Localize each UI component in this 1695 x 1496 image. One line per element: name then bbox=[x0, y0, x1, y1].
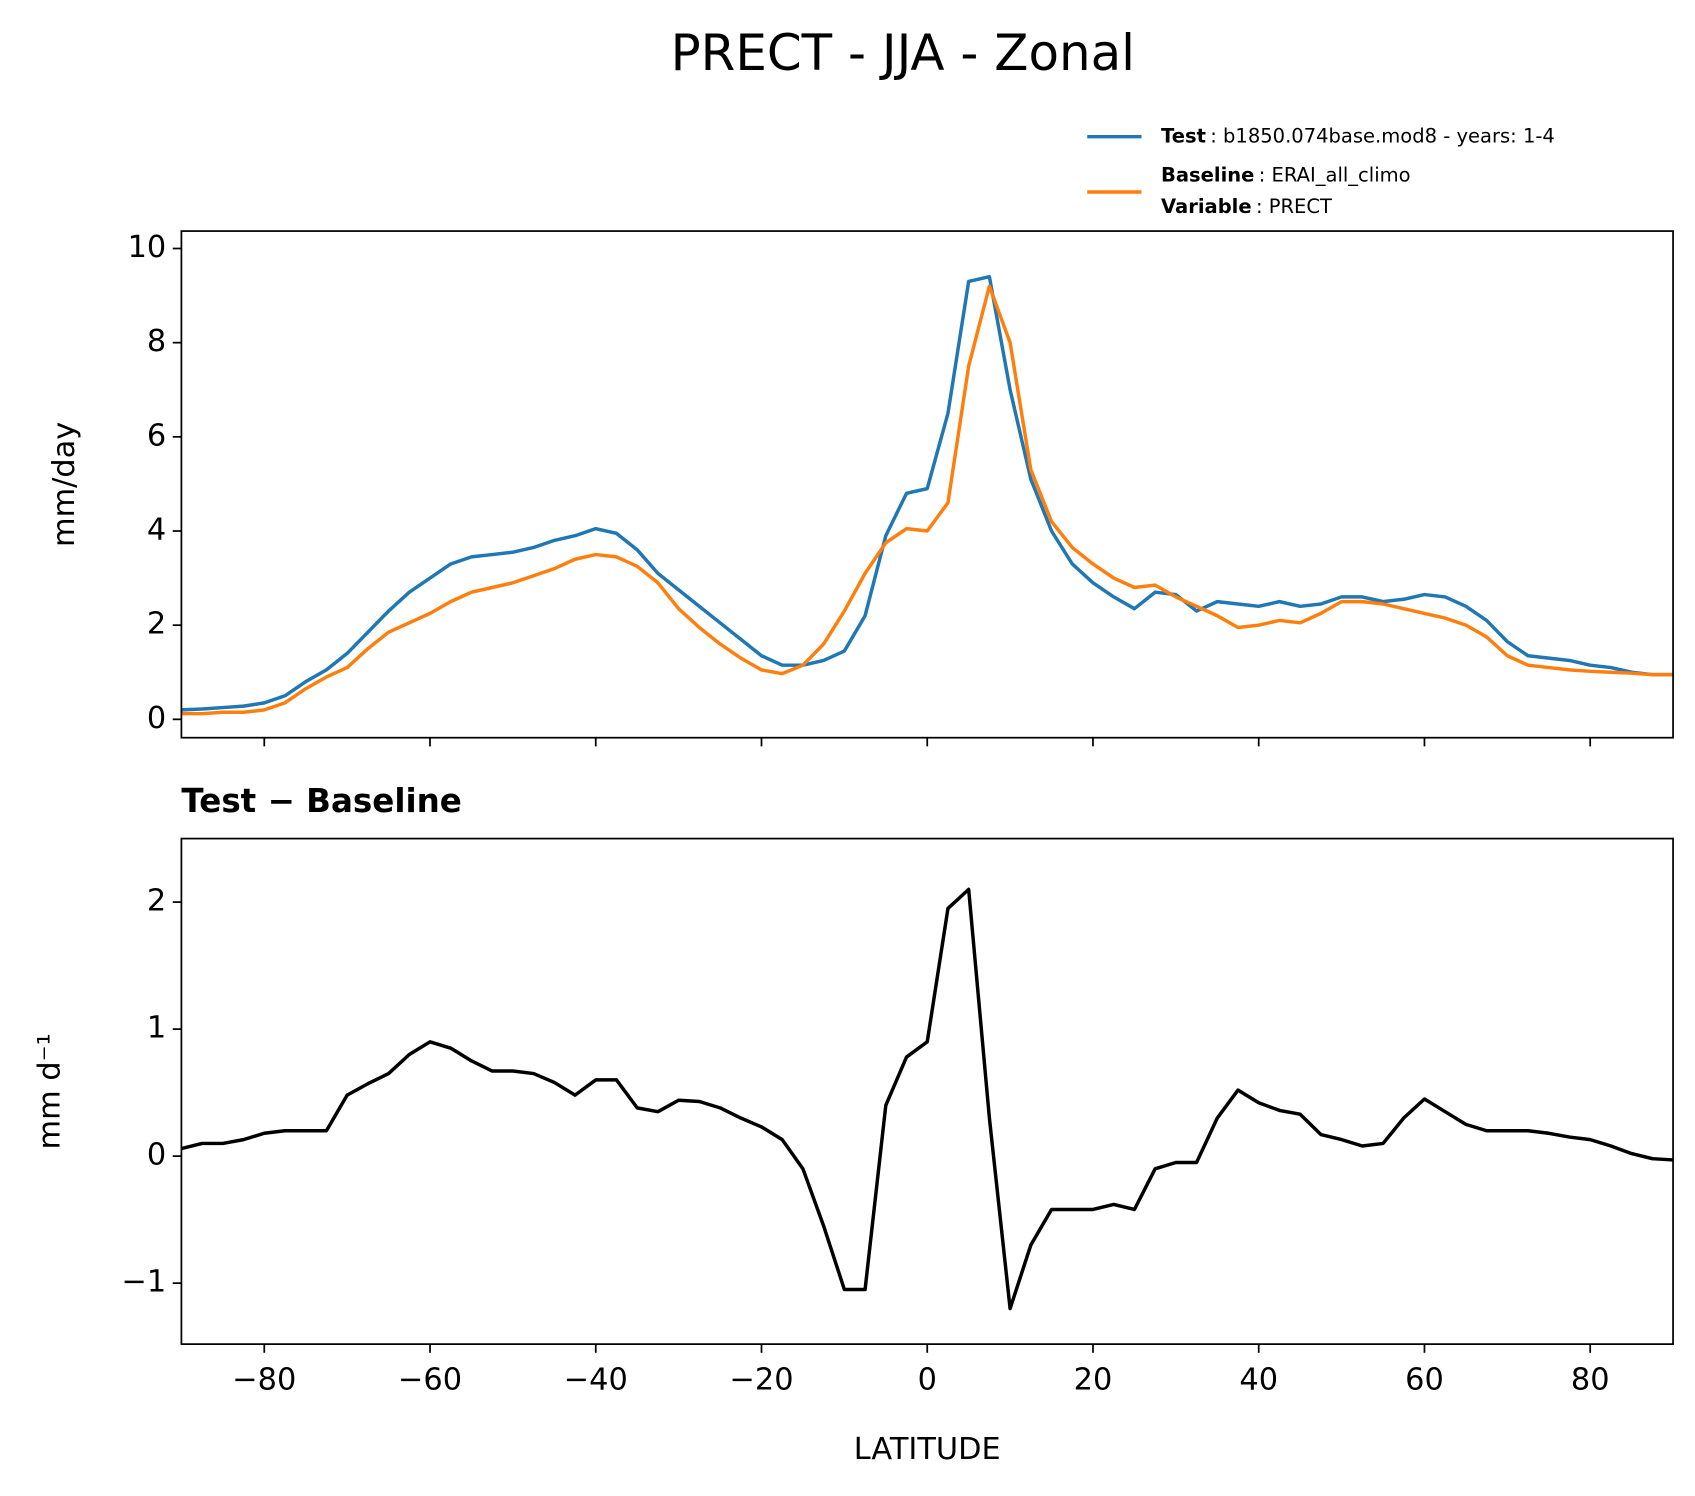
y-tick-label: 10 bbox=[128, 230, 167, 265]
data-line bbox=[181, 887, 1674, 1311]
chart-title: Test − Baseline bbox=[181, 782, 461, 820]
y-tick-label: −1 bbox=[121, 1265, 166, 1300]
x-axis-label: LATITUDE bbox=[854, 1432, 1001, 1467]
y-tick-label: 8 bbox=[147, 324, 166, 359]
y-tick-label: 2 bbox=[147, 607, 166, 642]
legend-text: : ERAI_all_climo bbox=[1259, 163, 1411, 186]
legend-key: Baseline bbox=[1161, 163, 1254, 186]
legend-entry: Variable: PRECT bbox=[1161, 195, 1332, 218]
legend-entry: Baseline: ERAI_all_climo bbox=[1161, 163, 1411, 186]
y-tick-label: 6 bbox=[147, 418, 166, 453]
y-axis-label: mm d⁻¹ bbox=[33, 1033, 68, 1149]
x-tick-label: 0 bbox=[918, 1363, 937, 1398]
axes-frame bbox=[180, 837, 1674, 1345]
data-line bbox=[181, 284, 1674, 716]
y-tick-label: 2 bbox=[147, 884, 166, 919]
x-tick-label: −20 bbox=[729, 1363, 793, 1398]
x-tick-label: −40 bbox=[564, 1363, 628, 1398]
y-tick-label: 0 bbox=[147, 701, 166, 736]
legend-key: Variable bbox=[1161, 195, 1252, 218]
legend-text: : PRECT bbox=[1256, 195, 1332, 218]
chart-title: PRECT - JJA - Zonal bbox=[671, 24, 1135, 82]
axes-frame bbox=[180, 230, 1674, 739]
x-tick-label: −80 bbox=[232, 1363, 296, 1398]
legend-entry: Test: b1850.074base.mod8 - years: 1-4 bbox=[1161, 124, 1555, 147]
x-tick-label: 80 bbox=[1571, 1363, 1610, 1398]
y-tick-label: 1 bbox=[147, 1011, 166, 1046]
y-axis-label: mm/day bbox=[47, 422, 82, 547]
y-tick-label: 4 bbox=[147, 512, 166, 547]
x-tick-label: 60 bbox=[1405, 1363, 1444, 1398]
data-line bbox=[181, 275, 1674, 712]
x-tick-label: 40 bbox=[1239, 1363, 1278, 1398]
x-tick-label: −60 bbox=[398, 1363, 462, 1398]
x-tick-label: 20 bbox=[1074, 1363, 1113, 1398]
y-tick-label: 0 bbox=[147, 1138, 166, 1173]
legend-key: Test bbox=[1161, 124, 1206, 147]
legend-text: : b1850.074base.mod8 - years: 1-4 bbox=[1210, 124, 1555, 147]
